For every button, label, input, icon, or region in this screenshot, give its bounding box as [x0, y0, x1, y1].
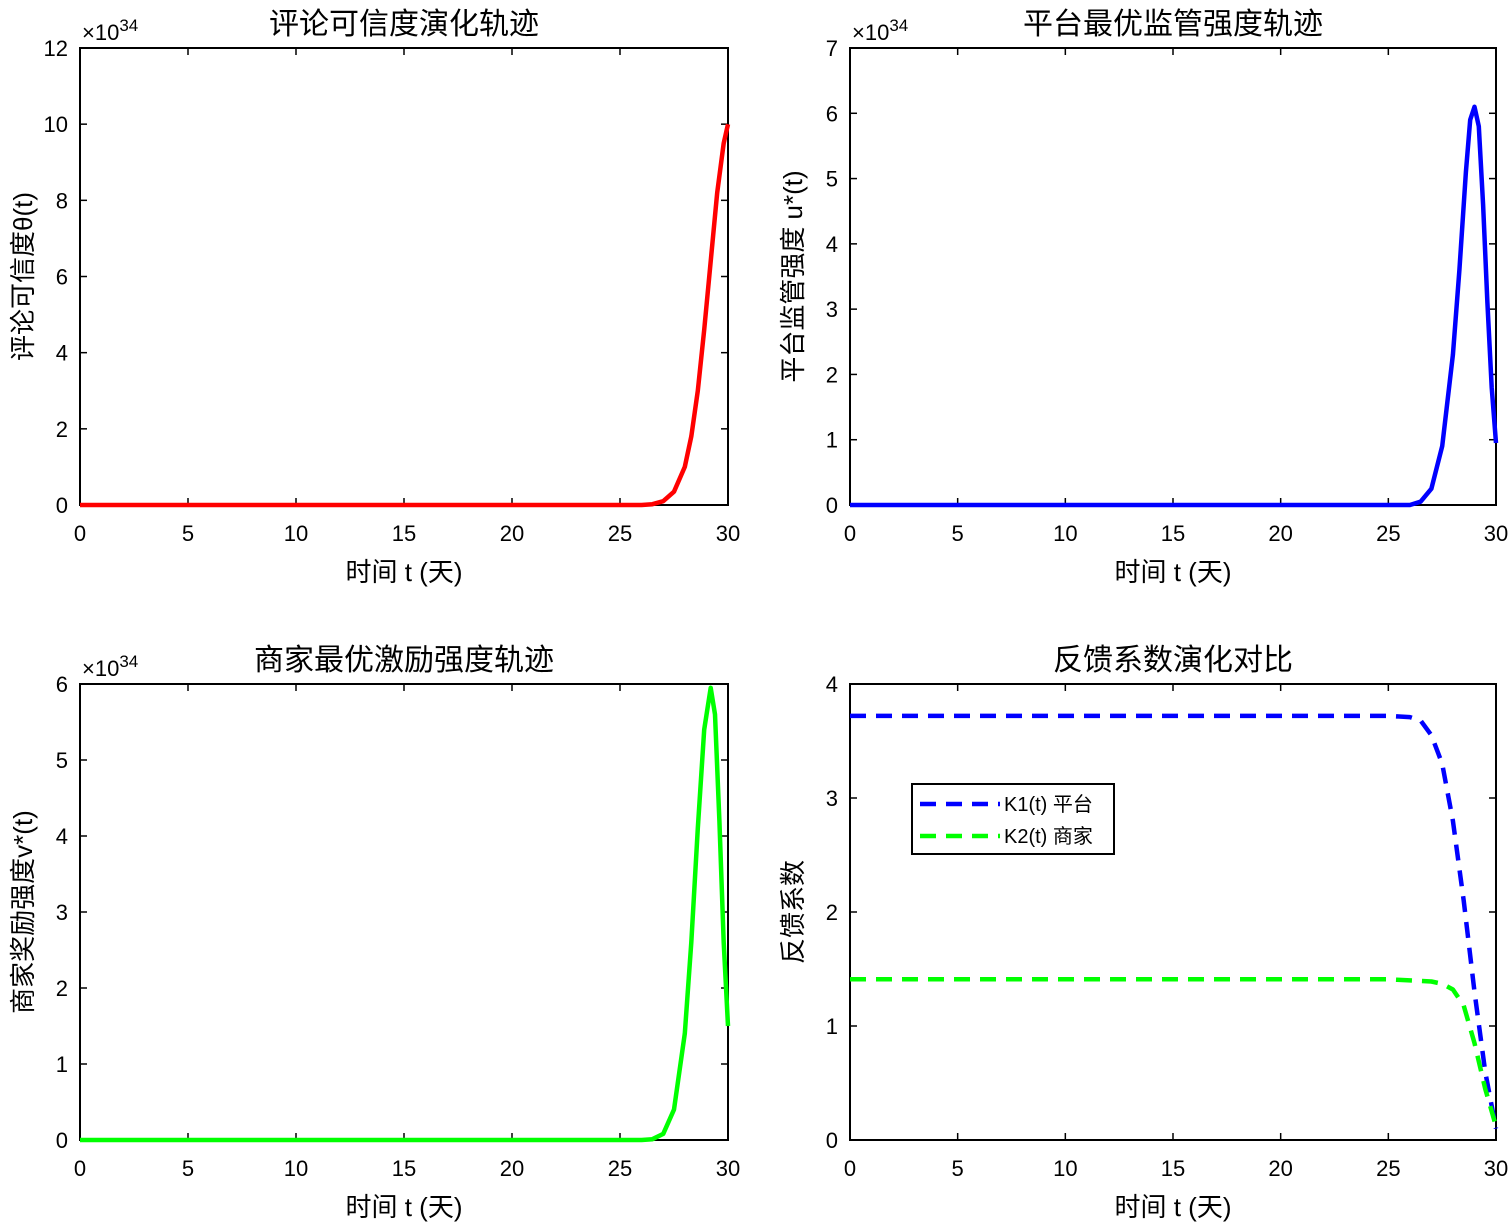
y-axis-label: 商家奖励强度v*(t)	[8, 810, 38, 1014]
x-tick-label: 10	[284, 521, 308, 546]
y-tick-label: 2	[56, 976, 68, 1001]
x-tick-label: 20	[500, 521, 524, 546]
y-tick-label: 10	[44, 112, 68, 137]
x-axis-label: 时间 t (天)	[1115, 1192, 1232, 1222]
y-tick-label: 3	[826, 297, 838, 322]
x-tick-label: 0	[844, 1156, 856, 1181]
plot-area-frame	[79, 683, 729, 1141]
x-tick-label: 25	[608, 1156, 632, 1181]
legend: K1(t) 平台 K2(t) 商家	[911, 783, 1115, 855]
x-tick-label: 30	[1484, 521, 1508, 546]
plot-area-frame	[849, 47, 1497, 506]
x-tick-label: 15	[1161, 1156, 1185, 1181]
legend-entry-label: K2(t) 商家	[1004, 825, 1093, 848]
chart-title: 商家最优激励强度轨迹	[254, 644, 554, 677]
x-tick-label: 30	[1484, 1156, 1508, 1181]
x-tick-label: 5	[182, 1156, 194, 1181]
x-tick-label: 15	[1161, 521, 1185, 546]
x-axis-label: 时间 t (天)	[346, 557, 463, 587]
y-tick-label: 4	[56, 824, 68, 849]
x-tick-label: 25	[1376, 521, 1400, 546]
y-tick-label: 2	[826, 900, 838, 925]
x-tick-label: 0	[74, 521, 86, 546]
x-tick-label: 5	[952, 1156, 964, 1181]
series-line-1	[850, 104, 1499, 508]
y-tick-label: 3	[826, 786, 838, 811]
y-tick-label: 2	[56, 417, 68, 442]
x-tick-label: 20	[1268, 521, 1292, 546]
y-tick-label: 0	[826, 493, 838, 518]
chart-title: 评论可信度演化轨迹	[269, 8, 539, 41]
x-tick-label: 10	[1053, 521, 1077, 546]
y-tick-label: 3	[56, 900, 68, 925]
y-tick-label: 6	[56, 672, 68, 697]
series-line-1	[850, 713, 1499, 1130]
x-tick-label: 20	[1268, 1156, 1292, 1181]
y-tick-label: 12	[44, 36, 68, 61]
x-axis-label: 时间 t (天)	[346, 1192, 463, 1222]
y-tick-label: 4	[826, 232, 838, 257]
x-tick-label: 25	[608, 521, 632, 546]
y-tick-label: 0	[56, 1128, 68, 1153]
y-tick-label: 5	[56, 748, 68, 773]
y-tick-label: 0	[56, 493, 68, 518]
series-line-1	[80, 123, 731, 508]
y-tick-label: 6	[56, 265, 68, 290]
x-axis-label: 时间 t (天)	[1115, 557, 1232, 587]
y-tick-label: 1	[826, 428, 838, 453]
chart-title: 反馈系数演化对比	[1053, 644, 1293, 677]
plot-area-frame	[849, 683, 1497, 1141]
x-tick-label: 15	[392, 1156, 416, 1181]
x-tick-label: 10	[1053, 1156, 1077, 1181]
y-axis-label: 反馈系数	[778, 860, 808, 964]
y-tick-label: 1	[826, 1014, 838, 1039]
y-axis-label: 评论可信度θ(t)	[8, 192, 38, 361]
y-tick-label: 0	[826, 1128, 838, 1153]
x-tick-label: 25	[1376, 1156, 1400, 1181]
x-tick-label: 15	[392, 521, 416, 546]
plot-area-frame	[79, 47, 729, 506]
legend-box	[911, 783, 1115, 855]
x-tick-label: 0	[844, 521, 856, 546]
x-tick-label: 30	[716, 521, 740, 546]
y-tick-label: 6	[826, 101, 838, 126]
legend-entry-label: K1(t) 平台	[1004, 793, 1093, 816]
y-axis-exponent: ×1034	[82, 16, 138, 45]
y-tick-label: 8	[56, 188, 68, 213]
series-line-2	[850, 977, 1499, 1127]
y-tick-label: 5	[826, 167, 838, 192]
y-axis-exponent: ×1034	[852, 16, 908, 45]
y-tick-label: 4	[56, 341, 68, 366]
x-tick-label: 5	[182, 521, 194, 546]
y-axis-label: 平台监管强度 u*(t)	[778, 170, 808, 382]
y-tick-label: 1	[56, 1052, 68, 1077]
x-tick-label: 20	[500, 1156, 524, 1181]
y-tick-label: 2	[826, 362, 838, 387]
x-tick-label: 30	[716, 1156, 740, 1181]
x-tick-label: 0	[74, 1156, 86, 1181]
y-axis-exponent: ×1034	[82, 652, 138, 681]
y-tick-label: 4	[826, 672, 838, 697]
chart-title: 平台最优监管强度轨迹	[1023, 8, 1323, 41]
y-tick-label: 7	[826, 36, 838, 61]
x-tick-label: 10	[284, 1156, 308, 1181]
series-line-1	[80, 685, 731, 1143]
x-tick-label: 5	[952, 521, 964, 546]
